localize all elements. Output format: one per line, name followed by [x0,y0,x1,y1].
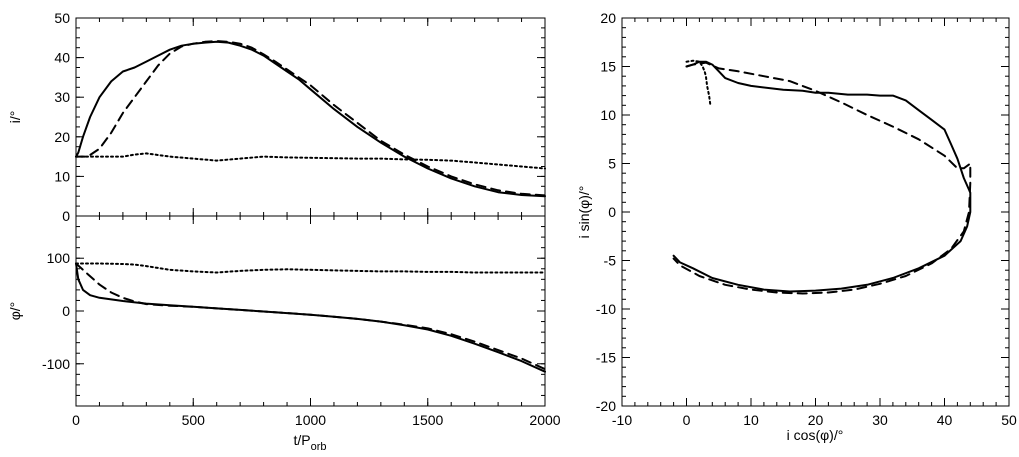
y-tick-label: -20 [596,398,616,414]
polar-curves [672,59,972,295]
x-tick-label: 40 [937,412,953,428]
y-tick-label: 20 [600,10,616,26]
y-tick-label: -15 [596,350,616,366]
inclination-y-axis-label: i/° [7,111,23,124]
phase-panel: -100 0 100 0 500 1000 1500 2000 φ/° t/Porb [7,215,561,453]
time-x-axis-label: t/Porb [293,432,326,453]
polar-ticks [621,17,1010,407]
y-tick-label: 5 [608,156,616,172]
y-tick-label: 100 [47,250,71,266]
inclination-ticks [75,17,546,217]
polar-panel: -20 -15 -10 -5 0 5 10 15 20 -10 0 10 20 30 40 50 i sin… [576,10,1017,443]
phase-x-tick-labels: 0 500 1000 1500 2000 [72,412,561,428]
dotted-series-line [685,59,712,107]
y-tick-label: 0 [608,204,616,220]
solid-series-line [672,60,972,293]
solid-series-line [75,262,546,373]
y-tick-label: 20 [54,129,70,145]
y-tick-label: 0 [62,303,70,319]
x-tick-label: 50 [1001,412,1017,428]
dotted-series-line [75,152,546,170]
y-tick-label: 40 [54,50,70,66]
y-tick-label: -10 [596,301,616,317]
x-tick-label: -10 [612,412,632,428]
phase-curves [75,262,546,373]
dashed-series-line [75,40,546,197]
solid-series-line [75,40,546,198]
y-tick-label: 10 [600,107,616,123]
y-tick-label: -100 [42,356,70,372]
polar-plot-frame [621,17,1010,407]
x-tick-label: 30 [872,412,888,428]
inclination-panel: 0 10 20 30 40 50 i/° [7,10,546,224]
x-tick-label: 1500 [412,412,443,428]
phase-plot-frame [75,215,546,407]
dotted-series-line [75,262,546,274]
inclination-y-tick-labels: 0 10 20 30 40 50 [54,10,70,224]
x-tick-label: 10 [743,412,759,428]
polar-y-axis-label: i sin(φ)/° [576,186,592,239]
dashed-series-line [75,262,546,371]
y-tick-label: 50 [54,10,70,26]
x-tick-label: 500 [182,412,206,428]
polar-x-tick-labels: -10 0 10 20 30 40 50 [612,412,1017,428]
x-tick-label: 0 [683,412,691,428]
y-tick-label: 15 [600,59,616,75]
phase-ticks [75,215,546,407]
y-tick-label: -5 [604,253,617,269]
x-tick-label: 20 [808,412,824,428]
phase-y-axis-label: φ/° [7,302,23,321]
dashed-series-line [672,61,972,295]
polar-x-axis-label: i cos(φ)/° [787,427,844,443]
inclination-curves [75,40,546,198]
polar-y-tick-labels: -20 -15 -10 -5 0 5 10 15 20 [596,10,616,414]
x-tick-label: 1000 [295,412,326,428]
phase-y-tick-labels: -100 0 100 [42,250,70,372]
y-tick-label: 0 [62,208,70,224]
y-tick-label: 30 [54,89,70,105]
y-tick-label: 10 [54,168,70,184]
x-tick-label: 0 [72,412,80,428]
x-tick-label: 2000 [529,412,560,428]
